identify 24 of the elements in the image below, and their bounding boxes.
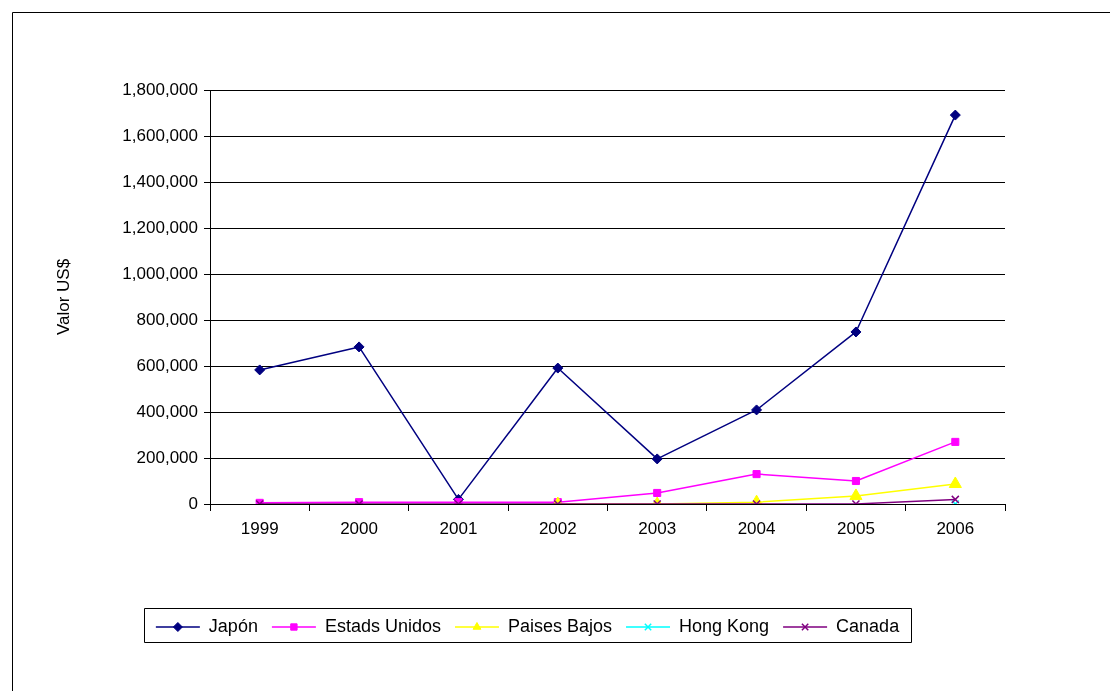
legend-label: Canada: [836, 615, 901, 636]
y-tick-label: 800,000: [136, 309, 198, 329]
x-tick-label: 2002: [538, 518, 577, 538]
x-tick-label: 2005: [837, 518, 875, 538]
y-tick-label: 0: [188, 493, 198, 513]
y-tick-label: 1,200,000: [122, 217, 198, 237]
y-axis-title: Valor US$: [53, 258, 73, 336]
y-tick-label: 600,000: [136, 355, 198, 375]
legend-label: Paises Bajos: [507, 615, 613, 636]
y-tick-label: 1,400,000: [122, 171, 198, 191]
y-tick-label: 1,600,000: [122, 125, 198, 145]
y-tick-label: 1,800,000: [122, 79, 198, 99]
legend-label: Hong Kong: [679, 615, 770, 636]
x-tick-label: 2001: [439, 518, 478, 538]
x-tick-label: 2003: [638, 518, 677, 538]
x-tick-label: 2004: [737, 518, 776, 538]
legend-label: Japón: [208, 615, 258, 636]
x-tick-label: 2006: [936, 518, 975, 538]
x-tick-label: 1999: [240, 518, 279, 538]
x-tick-label: 2000: [340, 518, 378, 538]
y-tick-label: 200,000: [136, 447, 198, 467]
legend-label: Estads Unidos: [324, 615, 441, 636]
y-tick-label: 400,000: [136, 401, 198, 421]
y-tick-label: 1,000,000: [122, 263, 198, 283]
